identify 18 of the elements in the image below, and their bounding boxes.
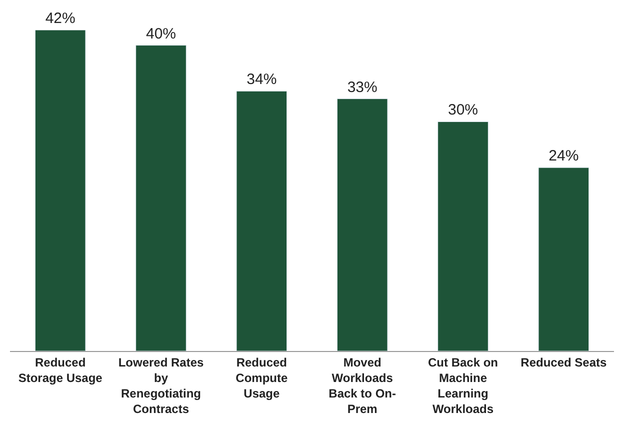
bar bbox=[538, 167, 590, 351]
bar bbox=[438, 121, 488, 351]
bar bbox=[236, 90, 288, 351]
data-label: 30% bbox=[448, 102, 478, 119]
x-tick-label: Reduced Seats bbox=[520, 355, 608, 370]
x-tick-label: Reduced Compute Usage bbox=[236, 355, 288, 401]
bar bbox=[336, 98, 388, 351]
bar bbox=[136, 45, 186, 351]
x-tick-label: Lowered Rates by Renegotiating Contracts bbox=[118, 355, 204, 416]
data-label: 33% bbox=[347, 78, 378, 96]
x-tick-label: Moved Workloads Back to On- Prem bbox=[328, 355, 396, 416]
x-tick-label: Cut Back on Machine Learning Workloads bbox=[428, 355, 498, 416]
data-label: 40% bbox=[146, 25, 176, 42]
bar bbox=[34, 30, 86, 351]
data-label: 34% bbox=[246, 71, 277, 88]
x-tick-label: Reduced Storage Usage bbox=[18, 355, 103, 385]
data-label: 42% bbox=[45, 10, 76, 27]
data-label: 24% bbox=[548, 148, 579, 165]
